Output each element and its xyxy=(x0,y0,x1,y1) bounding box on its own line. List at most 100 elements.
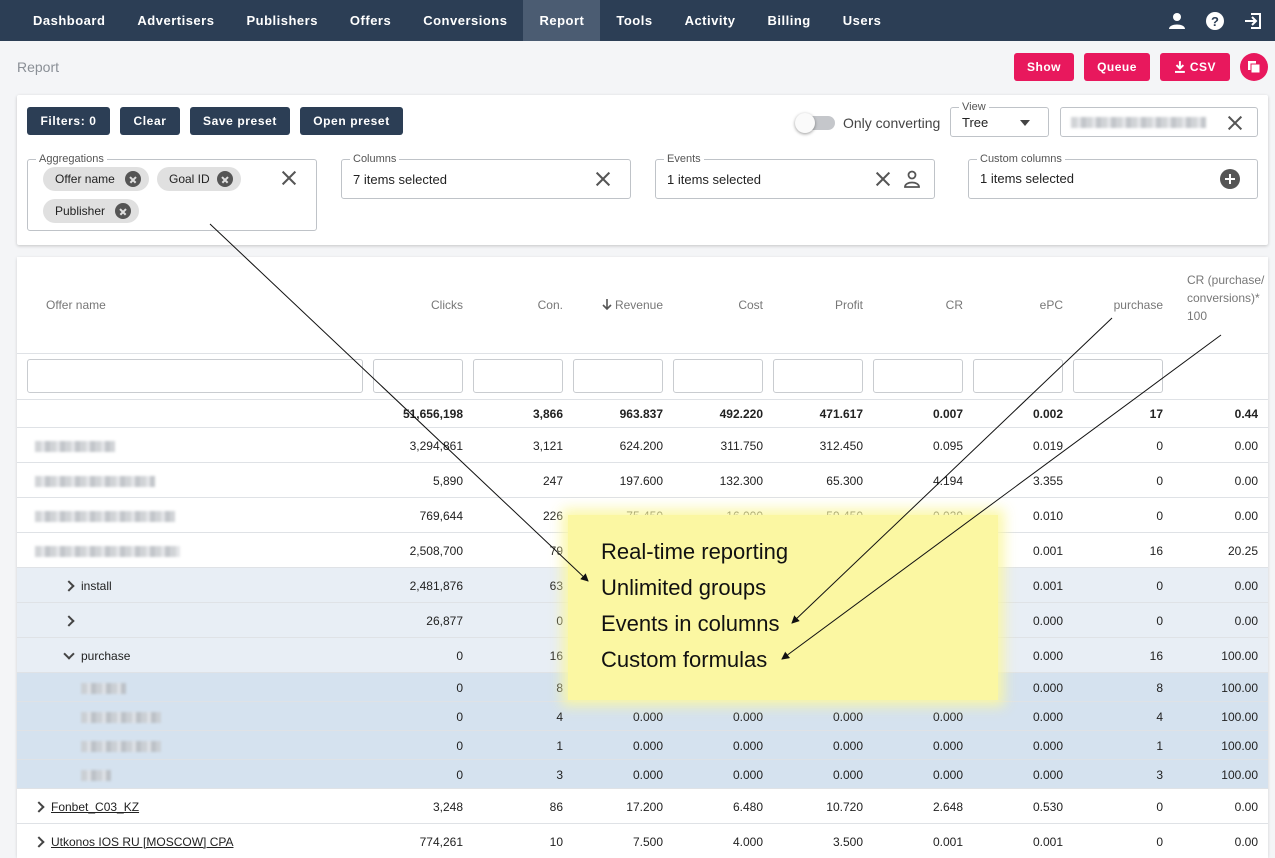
table-row[interactable]: 3,248 86 17.200 6.480 10.720 2.648 0.530 0 0.00 F… xyxy=(17,788,1268,823)
filter-input-profit[interactable] xyxy=(773,359,863,393)
logout-icon[interactable] xyxy=(1243,11,1263,31)
columns-field[interactable]: Columns 7 items selected xyxy=(341,153,631,199)
filter-input-clicks[interactable] xyxy=(373,359,463,393)
table-cell: 17.200 xyxy=(626,800,663,814)
open-preset-button[interactable]: Open preset xyxy=(300,107,403,135)
add-circle-icon[interactable] xyxy=(1220,169,1240,189)
chevron-right-icon[interactable] xyxy=(63,615,75,627)
chip-remove-icon[interactable] xyxy=(115,203,131,219)
callout-line-realtime: Real-time reporting xyxy=(601,539,789,564)
col-header-clicks[interactable]: Clicks xyxy=(431,298,463,312)
table-cell: 0.00 xyxy=(1234,800,1258,814)
table-cell: 226 xyxy=(542,509,563,523)
table-cell: 769,644 xyxy=(419,509,463,523)
chip-remove-icon[interactable] xyxy=(217,171,233,187)
col-header-con[interactable]: Con. xyxy=(537,298,563,312)
col-header-cost[interactable]: Cost xyxy=(738,298,763,312)
table-cell: 100.00 xyxy=(1221,681,1258,695)
filter-input-offer-name[interactable] xyxy=(27,359,363,393)
filter-input-revenue[interactable] xyxy=(573,359,663,393)
table-cell: 312.450 xyxy=(819,439,863,453)
view-select[interactable]: View Tree xyxy=(950,101,1049,137)
col-header-profit[interactable]: Profit xyxy=(834,298,863,312)
user-icon[interactable] xyxy=(1167,11,1187,31)
chip-goal-id[interactable]: Goal ID xyxy=(157,167,241,191)
table-cell: 0.000 xyxy=(932,710,963,724)
filter-input-cost[interactable] xyxy=(673,359,763,393)
table-cell: 3.500 xyxy=(832,835,863,849)
filter-input-con[interactable] xyxy=(473,359,563,393)
nav-offers[interactable]: Offers xyxy=(349,13,392,28)
table-row[interactable]: 0 1 0.000 0.000 0.000 0.000 0.000 1 100.00 xyxy=(17,730,1268,759)
aggregations-field[interactable]: Aggregations Offer name Goal ID Publishe… xyxy=(27,153,317,231)
filter-input-purchase[interactable] xyxy=(1073,359,1163,393)
table-cell: 100.00 xyxy=(1221,649,1258,663)
table-cell: 86 xyxy=(549,800,563,814)
table-row[interactable]: 0 3 0.000 0.000 0.000 0.000 0.000 3 100.00 xyxy=(17,759,1268,788)
col-header-revenue[interactable]: Revenue xyxy=(563,298,663,312)
columns-value: 7 items selected xyxy=(353,172,447,187)
nav-dashboard[interactable]: Dashboard xyxy=(33,13,106,28)
chevron-right-icon[interactable] xyxy=(33,836,45,848)
table-row[interactable]: 3,294,861 3,121 624.200 311.750 312.450 0.095… xyxy=(17,427,1268,462)
csv-button[interactable]: CSV xyxy=(1160,53,1230,81)
chip-remove-icon[interactable] xyxy=(125,171,141,187)
chip-publisher[interactable]: Publisher xyxy=(43,199,139,223)
queue-button[interactable]: Queue xyxy=(1084,53,1150,81)
clear-preset-icon[interactable] xyxy=(1227,115,1243,131)
offer-name-link[interactable]: Fonbet_C03_KZ xyxy=(51,800,140,814)
nav-conversions[interactable]: Conversions xyxy=(423,13,508,28)
table-cell: 16 xyxy=(1149,649,1163,663)
table-cell: 0.000 xyxy=(732,739,763,753)
events-field[interactable]: Events 1 items selected xyxy=(655,153,935,199)
table-cell: 0.000 xyxy=(632,710,663,724)
custom-columns-field[interactable]: Custom columns 1 items selected xyxy=(968,153,1258,199)
nav-publishers[interactable]: Publishers xyxy=(246,13,318,28)
table-cell: 5,890 xyxy=(432,474,463,488)
chevron-right-icon[interactable] xyxy=(33,801,45,813)
clear-columns-icon[interactable] xyxy=(595,171,611,187)
table-cell: 10 xyxy=(549,835,563,849)
clear-events-icon[interactable] xyxy=(875,171,891,187)
filters-button[interactable]: Filters: 0 xyxy=(27,107,110,135)
chip-offer-name[interactable]: Offer name xyxy=(43,167,149,191)
chevron-down-icon[interactable] xyxy=(63,648,75,660)
preset-search-field[interactable] xyxy=(1060,107,1258,137)
nav-activity[interactable]: Activity xyxy=(684,13,736,28)
col-header-purchase[interactable]: purchase xyxy=(1113,298,1163,312)
table-row[interactable]: 774,261 10 7.500 4.000 3.500 0.001 0.001 0 0.00 U… xyxy=(17,823,1268,858)
chevron-right-icon[interactable] xyxy=(63,580,75,592)
help-icon[interactable]: ? xyxy=(1205,11,1225,31)
nav-billing[interactable]: Billing xyxy=(767,13,811,28)
col-header-epc[interactable]: ePC xyxy=(1039,298,1063,312)
only-converting-label: Only converting xyxy=(843,115,941,131)
save-preset-button[interactable]: Save preset xyxy=(190,107,290,135)
filter-input-cr[interactable] xyxy=(873,359,963,393)
only-converting-toggle[interactable] xyxy=(795,113,835,133)
nav-tools[interactable]: Tools xyxy=(616,13,653,28)
clear-aggregations-icon[interactable] xyxy=(281,170,297,186)
redacted-name xyxy=(81,683,126,694)
table-row[interactable]: 0 4 0.000 0.000 0.000 0.000 0.000 4 100.00 xyxy=(17,701,1268,730)
table-cell: 0.530 xyxy=(1032,800,1063,814)
col-header-offer-name[interactable]: Offer name xyxy=(46,298,106,312)
person-icon[interactable] xyxy=(903,170,921,188)
clear-button[interactable]: Clear xyxy=(120,107,180,135)
show-button[interactable]: Show xyxy=(1014,53,1074,81)
total-row[interactable]: 51,656,198 3,866 963.837 492.220 471.617 0.00… xyxy=(17,399,1268,427)
table-cell: 0.000 xyxy=(1032,739,1063,753)
nav-advertisers[interactable]: Advertisers xyxy=(137,13,215,28)
nav-report[interactable]: Report xyxy=(523,0,601,41)
col-header-cr[interactable]: CR xyxy=(945,298,963,312)
offer-name-link[interactable]: Utkonos IOS RU [MOSCOW] CPA xyxy=(51,835,234,849)
table-cell: 3,866 xyxy=(532,407,563,421)
copy-button[interactable] xyxy=(1240,53,1268,81)
filter-input-epc[interactable] xyxy=(973,359,1063,393)
table-row[interactable]: 5,890 247 197.600 132.300 65.300 4.194 3.355 0 0… xyxy=(17,462,1268,497)
table-cell: 0.001 xyxy=(1032,835,1063,849)
action-buttons: Show Queue CSV xyxy=(1014,53,1230,81)
col-header-custom-formula[interactable]: CR (purchase/conversions)*100 xyxy=(1187,273,1265,323)
nav-users[interactable]: Users xyxy=(842,13,882,28)
events-value: 1 items selected xyxy=(667,172,761,187)
table-cell: 963.837 xyxy=(619,407,663,421)
